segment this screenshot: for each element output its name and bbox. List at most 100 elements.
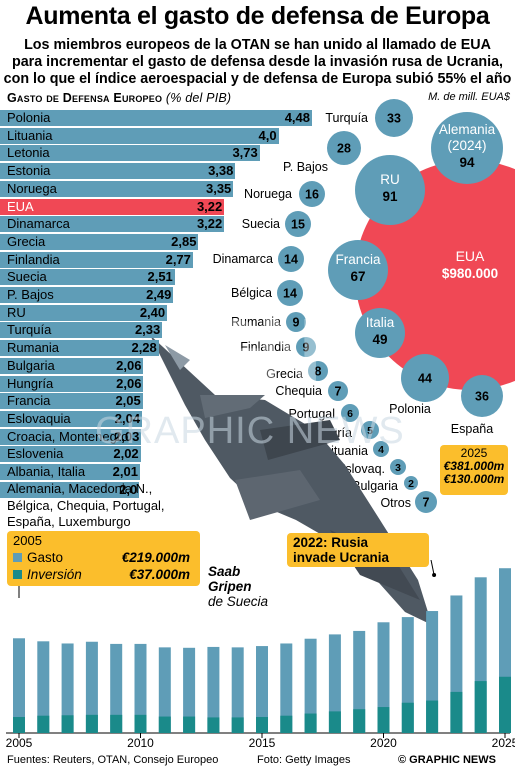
gasto-bar xyxy=(328,634,341,733)
bubble-value: 9 xyxy=(293,316,300,330)
bubble-italia: Italia 49 xyxy=(355,308,405,358)
bar-row: Dinamarca 3,22 xyxy=(0,216,330,233)
bar xyxy=(0,340,159,357)
bubble-circle xyxy=(341,404,359,422)
bar-value-label: 3,38 xyxy=(208,163,234,179)
subtitle-line-2: para incrementar el gasto de defensa des… xyxy=(11,54,504,70)
x-tick-label: 2005 xyxy=(6,736,33,750)
legend-year: 2005 xyxy=(13,533,42,548)
bar-row: Eslovenia 2,02 xyxy=(0,446,330,463)
bar-label: Estonia xyxy=(7,163,51,179)
bar-value-label: 3,22 xyxy=(196,216,223,232)
bubble-circle xyxy=(285,211,311,237)
bubble-value: 16 xyxy=(305,188,319,202)
bubble-value: 67 xyxy=(350,269,365,284)
gasto-bar xyxy=(183,647,196,733)
gasto-bar xyxy=(231,647,244,733)
bubble-circle xyxy=(328,240,388,300)
gasto-bar xyxy=(377,622,390,733)
bubble-name: Chequia xyxy=(275,384,322,398)
bar-label: P. Bajos xyxy=(7,287,54,302)
bubble-ru: RU 91 xyxy=(355,155,425,225)
bubble-value: 15 xyxy=(291,218,305,232)
bar-value-label: 4,0 xyxy=(258,127,277,143)
gasto-bar xyxy=(134,643,147,733)
bubble-name: Rumania xyxy=(231,315,281,329)
rest-line: Alemania, Macedonia N., xyxy=(7,481,153,496)
footer-sources: Fuentes: Reuters, OTAN, Consejo Europeo xyxy=(7,754,219,766)
bubble-circle xyxy=(404,476,418,490)
x-tick-label: 2010 xyxy=(127,736,154,750)
bar-value-label: 2,0 xyxy=(119,481,138,497)
inversion-bar xyxy=(256,716,268,733)
bubble-circle xyxy=(461,375,503,417)
bubble-name: P. Bajos xyxy=(283,160,328,174)
bubble-unit: M. de mill. EUA$ xyxy=(428,91,510,103)
bar-value-label: 3,73 xyxy=(232,145,258,161)
bubble-value: 14 xyxy=(284,253,298,267)
bar xyxy=(0,163,236,180)
bar-row: EUA 3,22 xyxy=(0,198,330,216)
x-tick-label: 2025 xyxy=(492,736,515,750)
bar-value-label: 2,06 xyxy=(116,375,142,391)
bubble-value: 3 xyxy=(395,462,401,474)
bar-row: P. Bajos 2,49 xyxy=(0,287,330,304)
gasto-bar xyxy=(207,646,220,733)
inversion-bar xyxy=(158,716,171,733)
rest-line: España, Luxemburgo xyxy=(7,514,131,529)
bubble-name: Turquía xyxy=(325,111,368,125)
inversion-bar xyxy=(85,714,98,733)
bar xyxy=(0,269,175,286)
callout-2025: 2025 €381.000m €130.000m xyxy=(440,445,508,495)
bubble-b-lgica: 14 Bélgica xyxy=(231,280,303,306)
bar xyxy=(0,322,163,339)
bubble-circle xyxy=(286,312,306,332)
inversion-bar xyxy=(37,715,50,733)
bar-label: Croacia, Montenegro xyxy=(7,428,129,444)
bubble-circle xyxy=(375,99,413,137)
legend-gasto: Gasto xyxy=(13,550,63,565)
watermark-logo: GN xyxy=(195,301,322,401)
callout-2022: 2022: Rusia invade Ucrania xyxy=(287,533,429,567)
bubble-circle xyxy=(373,441,389,457)
bubble-circle xyxy=(415,491,437,513)
bar-label: Lituania xyxy=(7,127,53,143)
bar-value-label: 2,40 xyxy=(139,304,166,320)
bar-row: Eslovaquia 2,04 xyxy=(0,410,330,428)
inversion-bar xyxy=(353,709,366,733)
bubble-suecia: 15 Suecia xyxy=(242,211,311,237)
bar-value-label: 2,85 xyxy=(171,233,197,249)
bubble-value: 28 xyxy=(337,142,351,156)
x-tick-label: 2020 xyxy=(370,736,397,750)
bubble-circle xyxy=(355,308,405,358)
bar xyxy=(0,110,312,126)
bubble-circle xyxy=(296,337,316,357)
footer-credit: © GRAPHIC NEWS xyxy=(398,754,496,766)
legend-inversion-value: €37.000m xyxy=(129,567,190,582)
bubble-circle xyxy=(401,354,449,402)
bubble-circle xyxy=(327,131,361,165)
inversion-bar xyxy=(401,702,414,733)
bar-value-label: 2,01 xyxy=(112,464,138,479)
inversion-bar xyxy=(280,715,293,733)
bubble-name: Alemania xyxy=(439,122,496,137)
subtitle-line-3: con lo que el índice aeroespacial y de d… xyxy=(3,71,512,87)
legend-gasto-value: €219.000m xyxy=(121,550,190,565)
bubble-name: Italia xyxy=(366,315,395,330)
watermark-text: GRAPHIC NEWS xyxy=(95,410,405,452)
bar-value-label: 3,22 xyxy=(196,198,223,214)
bar xyxy=(0,464,140,480)
bar xyxy=(0,393,143,410)
footer-photo-credit: Foto: Getty Images xyxy=(257,754,351,766)
bar-label: Suecia xyxy=(7,269,47,285)
gasto-bar xyxy=(256,646,268,733)
bar-row: Bulgaria 2,06 xyxy=(0,357,330,375)
bar xyxy=(0,180,234,197)
bar xyxy=(0,145,260,162)
gasto-bar xyxy=(158,647,171,733)
bar xyxy=(0,216,225,233)
inversion-bar xyxy=(13,716,25,733)
bubble-dinamarca: 14 Dinamarca xyxy=(213,246,304,272)
inversion-bar xyxy=(183,716,196,733)
page-title: Aumenta el gasto de defensa de Europa xyxy=(25,2,490,30)
